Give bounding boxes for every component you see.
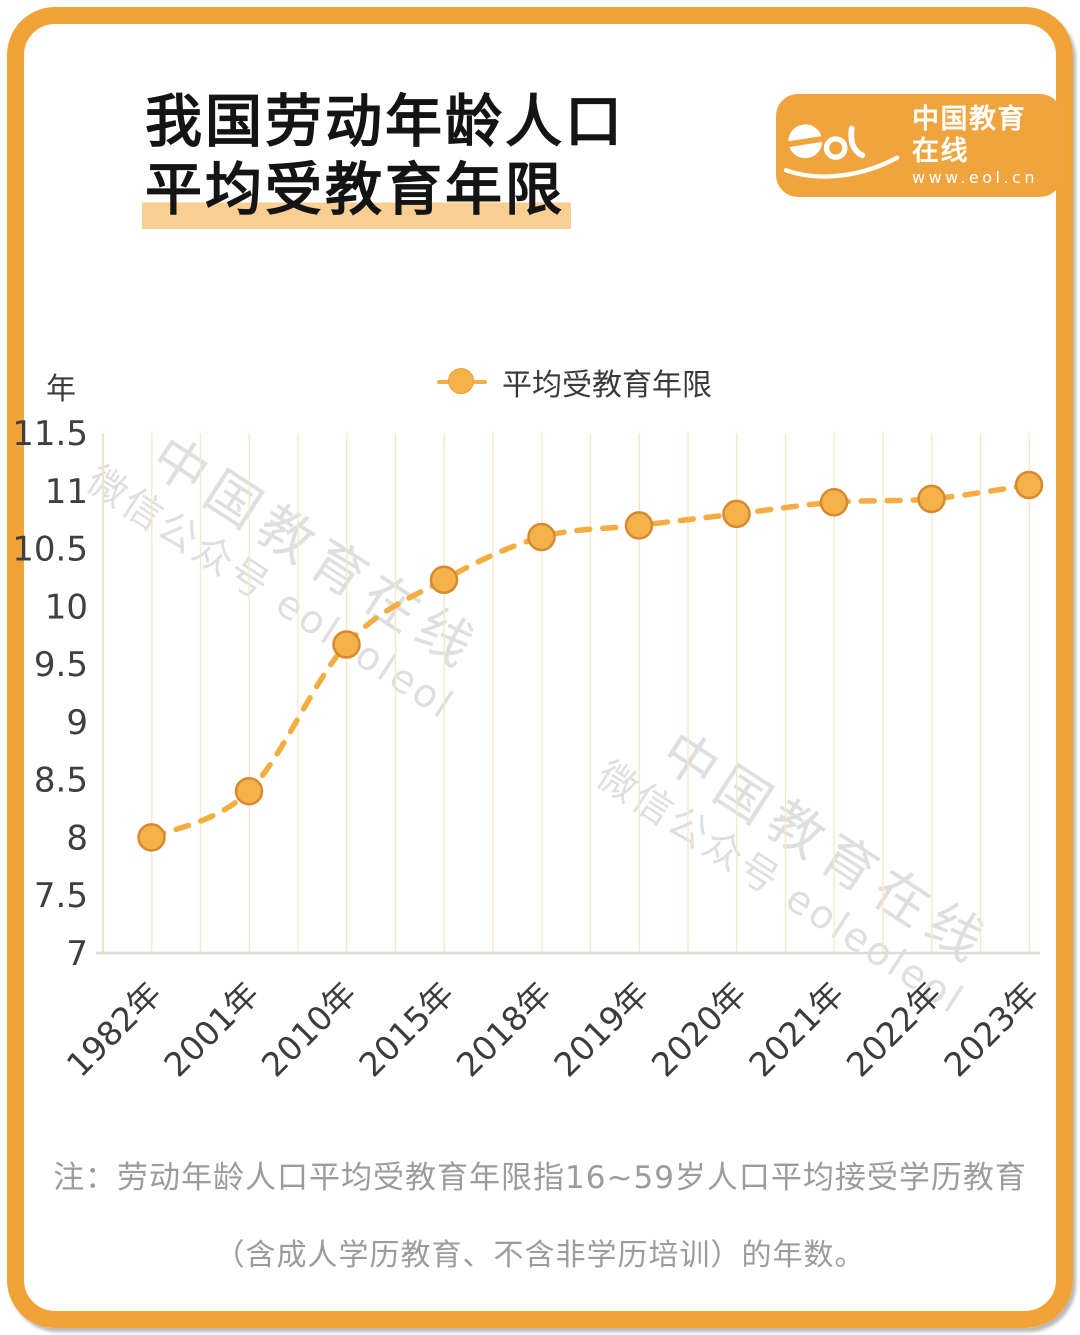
data-point [722, 499, 751, 529]
y-tick-label: 8.5 [34, 761, 88, 801]
x-tick-label: 2019年 [546, 974, 656, 1084]
data-point [429, 565, 459, 595]
x-tick-label: 2021年 [741, 974, 851, 1084]
page-title: 我国劳动年龄人口 平均受教育年限 [142, 88, 625, 229]
data-point [1014, 470, 1044, 500]
footnote-line2: （含成人学历教育、不含非学历培训）的年数。 [214, 1238, 866, 1273]
data-point [917, 484, 946, 514]
x-tick-label: 1982年 [59, 974, 169, 1084]
logo-site-url: www.eol.cn [912, 167, 1038, 187]
title-line2-highlighted: 平均受教育年限 [142, 156, 571, 229]
y-axis-unit-label: 年 [46, 372, 76, 407]
series-line [148, 482, 1032, 841]
y-tick-label: 8 [66, 818, 88, 858]
y-tick-label: 9 [66, 703, 88, 743]
footnote: 注：劳动年龄人口平均受教育年限指16~59岁人口平均接受学历教育 （含成人学历教… [0, 1152, 1080, 1274]
y-tick-label: 11.5 [12, 414, 88, 454]
title-line1: 我国劳动年龄人口 [145, 89, 625, 155]
eol-logo: 中国教育在线 www.eol.cn [776, 94, 1062, 197]
data-point [234, 776, 264, 806]
eol-logo-icon [784, 123, 900, 179]
x-tick-label: 2023年 [936, 974, 1046, 1084]
x-tick-label: 2018年 [449, 974, 559, 1084]
x-tick-label: 2020年 [644, 974, 754, 1084]
x-tick-label: 2001年 [156, 974, 266, 1084]
chart-legend: 平均受教育年限 [437, 360, 712, 404]
y-tick-label: 10 [45, 587, 88, 627]
data-point [332, 630, 361, 659]
x-tick-label: 2010年 [254, 974, 364, 1084]
y-tick-label: 10.5 [12, 530, 88, 570]
data-point [819, 488, 849, 517]
legend-label: 平均受教育年限 [502, 368, 712, 403]
data-point [137, 823, 166, 852]
x-tick-label: 2022年 [839, 974, 949, 1084]
data-point [527, 522, 556, 552]
x-tick-label: 2015年 [351, 974, 461, 1084]
y-tick-label: 9.5 [34, 645, 88, 685]
education-years-line-chart: 11.51110.5109.598.587.571982年2001年2010年2… [12, 414, 1046, 1084]
footnote-line1: 注：劳动年龄人口平均受教育年限指16~59岁人口平均接受学历教育 [53, 1160, 1027, 1196]
data-point [624, 511, 654, 540]
y-tick-label: 11 [45, 472, 88, 512]
y-tick-label: 7.5 [34, 876, 88, 916]
card-frame [7, 7, 1073, 1328]
y-tick-label: 7 [66, 934, 88, 974]
legend-line-marker-icon [437, 367, 487, 397]
logo-site-name: 中国教育在线 [912, 104, 1026, 167]
